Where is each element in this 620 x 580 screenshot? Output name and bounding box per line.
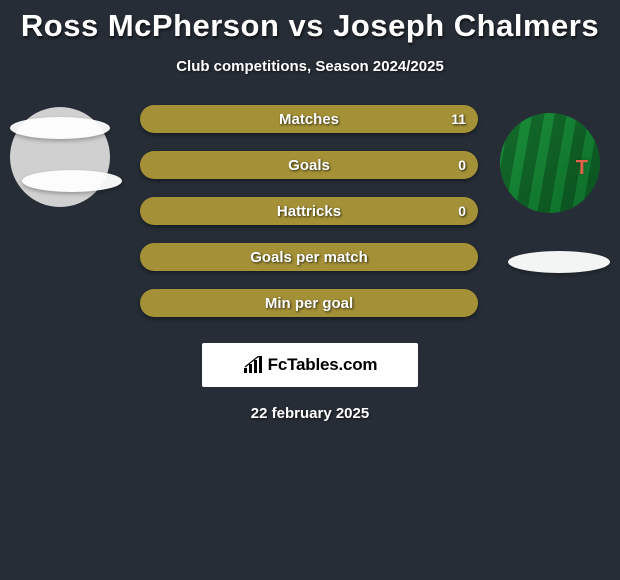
stat-row-goals-per-match: Goals per match [0,243,620,289]
comparison-title: Ross McPherson vs Joseph Chalmers [0,0,620,44]
player-a-name: Ross McPherson [21,8,280,43]
stat-label: Min per goal [265,295,353,312]
stat-row-hattricks: Hattricks 0 [0,197,620,243]
stat-value-right: 0 [458,203,466,219]
snapshot-date: 22 february 2025 [0,405,620,422]
stat-pill: Matches 11 [140,105,478,133]
stat-label: Goals per match [250,249,368,266]
stat-pill: Goals per match [140,243,478,271]
stat-value-right: 0 [458,157,466,173]
bar-chart-icon [243,356,265,374]
comparison-content: Matches 11 Goals 0 Hattricks 0 Goals per… [0,105,620,422]
stat-pill: Min per goal [140,289,478,317]
stat-value-right: 11 [451,111,466,127]
stat-label: Matches [279,111,339,128]
competition-subtitle: Club competitions, Season 2024/2025 [0,58,620,75]
player-b-name: Joseph Chalmers [333,8,599,43]
logo-text: FcTables.com [268,355,378,375]
stat-row-min-per-goal: Min per goal [0,289,620,335]
stat-row-matches: Matches 11 [0,105,620,151]
vs-separator: vs [289,8,324,43]
stat-label: Goals [288,157,330,174]
stat-pill: Goals 0 [140,151,478,179]
stat-label: Hattricks [277,203,341,220]
stat-pill: Hattricks 0 [140,197,478,225]
fctables-logo[interactable]: FcTables.com [202,343,418,387]
stat-row-goals: Goals 0 [0,151,620,197]
